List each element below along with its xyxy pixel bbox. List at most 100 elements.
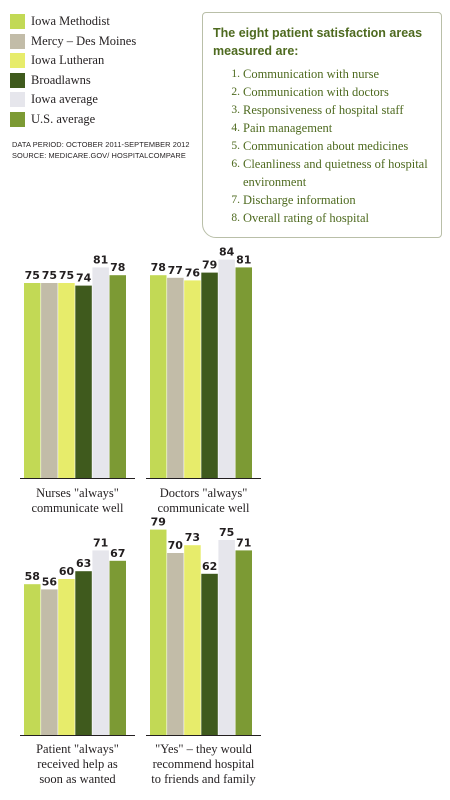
legend-swatch bbox=[10, 111, 25, 127]
info-title: The eight patient satisfaction areas mea… bbox=[213, 26, 423, 58]
bar bbox=[167, 277, 184, 478]
info-item: 4. Pain management bbox=[213, 119, 431, 137]
legend-swatch bbox=[10, 92, 25, 108]
bar-value-label: 71 bbox=[93, 536, 108, 549]
bar bbox=[92, 267, 109, 478]
chart-caption: "Yes" – they would recommend hospital to… bbox=[140, 742, 267, 787]
source-note: DATA PERIOD: OCTOBER 2011-SEPTEMBER 2012… bbox=[12, 140, 190, 161]
bar bbox=[109, 275, 126, 478]
bar-value-label: 81 bbox=[236, 253, 251, 266]
bar bbox=[109, 560, 126, 735]
bar-value-label: 84 bbox=[219, 246, 235, 259]
info-item: 3. Responsiveness of hospital staff bbox=[213, 101, 431, 119]
bar-value-label: 75 bbox=[42, 269, 57, 282]
bar-value-label: 67 bbox=[110, 547, 125, 560]
legend-item: Iowa average bbox=[10, 90, 136, 110]
info-item-text: Communication with nurse bbox=[243, 67, 380, 81]
info-item-number: 3. bbox=[231, 104, 240, 116]
bar-value-label: 78 bbox=[110, 261, 125, 274]
legend-item: Broadlawns bbox=[10, 71, 136, 91]
info-item-number: 8. bbox=[231, 212, 240, 224]
info-item: 8. Overall rating of hospital bbox=[213, 209, 431, 227]
caption-line: communicate well bbox=[157, 501, 250, 515]
info-item-number: 1. bbox=[231, 68, 240, 80]
info-item-number: 7. bbox=[231, 194, 240, 206]
caption-line: to friends and family bbox=[151, 772, 256, 786]
info-item-text: Communication with doctors bbox=[243, 85, 389, 99]
bar-value-label: 73 bbox=[185, 531, 200, 544]
bar bbox=[235, 550, 252, 735]
info-item-text: Discharge information bbox=[243, 193, 356, 207]
info-item-text: Responsiveness of hospital staff bbox=[243, 103, 404, 117]
info-item-text: Communication about medicines bbox=[243, 139, 409, 153]
info-list: 1. Communication with nurse 2. Communicati… bbox=[213, 65, 431, 227]
legend-label: Broadlawns bbox=[31, 72, 91, 87]
bar bbox=[201, 272, 218, 478]
bar-value-label: 77 bbox=[168, 264, 183, 277]
chart-caption: Patient "always" received help as soon a… bbox=[20, 742, 135, 787]
info-item: 2. Communication with doctors bbox=[213, 83, 431, 101]
bar bbox=[235, 267, 252, 478]
bar-value-label: 71 bbox=[236, 536, 251, 549]
bar-value-label: 70 bbox=[168, 539, 184, 552]
bar bbox=[201, 573, 218, 735]
legend-swatch bbox=[10, 72, 25, 88]
bar bbox=[218, 259, 235, 478]
bar bbox=[75, 571, 92, 735]
bar-value-label: 63 bbox=[76, 557, 91, 570]
info-box: The eight patient satisfaction areas mea… bbox=[202, 12, 442, 238]
bar bbox=[75, 285, 92, 478]
legend-label: Mercy – Des Moines bbox=[31, 33, 137, 48]
bar-value-label: 62 bbox=[202, 560, 217, 573]
bar bbox=[92, 550, 109, 735]
bar-value-label: 75 bbox=[59, 269, 74, 282]
bar bbox=[24, 283, 41, 478]
legend-label: Iowa Lutheran bbox=[31, 53, 105, 68]
info-item-number: 2. bbox=[231, 86, 240, 98]
info-item-number: 4. bbox=[231, 122, 240, 134]
legend-item: U.S. average bbox=[10, 110, 136, 130]
caption-line: Patient "always" bbox=[36, 742, 119, 756]
bar bbox=[58, 579, 75, 735]
bar-value-label: 81 bbox=[93, 253, 108, 266]
caption-line: Doctors "always" bbox=[159, 486, 248, 500]
bar bbox=[41, 589, 58, 735]
legend-item: Iowa Methodist bbox=[10, 12, 136, 32]
info-item: 6. Cleanliness and quietness of hospital … bbox=[213, 155, 431, 191]
data-period: DATA PERIOD: OCTOBER 2011-SEPTEMBER 2012 bbox=[12, 140, 190, 149]
bar bbox=[41, 283, 58, 478]
bar bbox=[150, 529, 167, 735]
info-item-text: Pain management bbox=[243, 121, 333, 135]
bar bbox=[184, 280, 201, 478]
bar-value-label: 79 bbox=[202, 259, 217, 272]
bar-value-label: 78 bbox=[151, 261, 166, 274]
info-item: 5. Communication about medicines bbox=[213, 137, 431, 155]
caption-line: recommend hospital bbox=[152, 757, 255, 771]
legend-swatch bbox=[10, 14, 25, 30]
bar-value-label: 58 bbox=[25, 570, 40, 583]
legend: Iowa Methodist Mercy – Des Moines Iowa L… bbox=[10, 12, 136, 129]
info-item-number: 6. bbox=[231, 158, 240, 170]
caption-line: soon as wanted bbox=[39, 772, 116, 786]
legend-label: Iowa Methodist bbox=[31, 14, 110, 29]
caption-line: "Yes" – they would bbox=[155, 742, 252, 756]
info-item: 7. Discharge information bbox=[213, 191, 431, 209]
bar-value-label: 75 bbox=[219, 526, 234, 539]
bar bbox=[58, 283, 75, 478]
bar-value-label: 76 bbox=[185, 266, 201, 279]
bar bbox=[167, 553, 184, 735]
bar-value-label: 60 bbox=[59, 565, 75, 578]
info-item-text: Overall rating of hospital bbox=[243, 211, 370, 225]
info-item-number: 5. bbox=[231, 140, 240, 152]
bar-value-label: 75 bbox=[25, 269, 40, 282]
legend-swatch bbox=[10, 53, 25, 69]
bar-value-label: 56 bbox=[42, 575, 58, 588]
caption-line: Nurses "always" bbox=[36, 486, 119, 500]
caption-line: received help as bbox=[37, 757, 118, 771]
bar bbox=[218, 540, 235, 735]
